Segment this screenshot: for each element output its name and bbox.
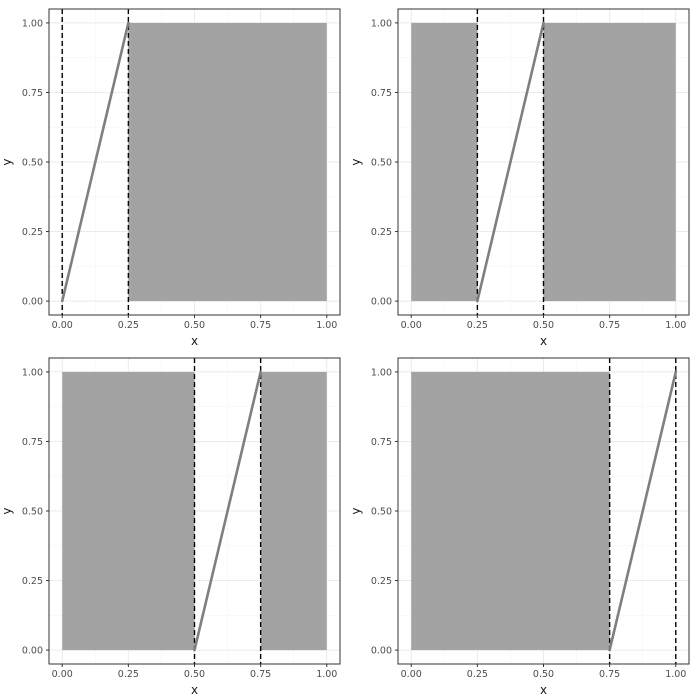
y-tick-label: 0.75 (371, 88, 392, 99)
y-tick-label: 1.00 (371, 18, 392, 29)
series-line (608, 370, 678, 652)
y-tick-label: 0.25 (22, 227, 43, 238)
x-tick-label: 0.00 (401, 320, 422, 331)
x-axis-title: x (191, 334, 198, 348)
series-line (476, 21, 545, 303)
x-tick-label: 1.00 (665, 320, 686, 331)
x-axis-title: x (540, 334, 547, 348)
shaded-region-1 (411, 22, 478, 302)
y-axis-title: y (349, 507, 363, 514)
plot-panel-1: 0.00 0.25 0.50 0.75 1.00 0.00 0.25 0.50 0.75 1.00… (0, 8, 341, 348)
x-tick-label: 0.25 (118, 669, 139, 680)
shaded-region-1 (411, 371, 610, 651)
y-tick-label: 0.50 (22, 507, 43, 518)
x-tick-label: 0.00 (52, 669, 73, 680)
y-tick-label: 0.25 (371, 576, 392, 587)
plot-panel-2: 0.00 0.25 0.50 0.75 1.00 0.00 0.25 0.50 0.75 1.00… (349, 8, 690, 348)
shaded-region-2 (543, 22, 676, 302)
x-tick-label: 0.25 (467, 669, 488, 680)
x-tick-label: 1.00 (665, 669, 686, 680)
x-tick-label: 0.00 (401, 669, 422, 680)
shaded-region-1 (62, 371, 195, 651)
y-tick-label: 1.00 (22, 18, 43, 29)
x-tick-label: 0.25 (118, 320, 139, 331)
y-tick-label: 0.00 (22, 646, 43, 657)
plot-panel-4: 0.00 0.25 0.50 0.75 1.00 0.00 0.25 0.50 0.75 1.00… (349, 357, 690, 697)
shaded-region-1 (128, 22, 327, 302)
x-tick-label: 0.75 (250, 669, 271, 680)
plot-panel-3: 0.00 0.25 0.50 0.75 1.00 0.00 0.25 0.50 0.75 1.00… (0, 357, 341, 697)
y-tick-label: 0.75 (22, 88, 43, 99)
y-axis-title: y (0, 507, 14, 514)
y-tick-label: 0.75 (22, 437, 43, 448)
y-tick-label: 0.25 (371, 227, 392, 238)
y-axis-title: y (349, 158, 363, 165)
x-tick-label: 0.50 (184, 669, 205, 680)
series-line (193, 370, 262, 652)
shaded-region-2 (260, 371, 327, 651)
x-tick-label: 0.50 (533, 320, 554, 331)
x-tick-label: 0.00 (52, 320, 73, 331)
y-axis-title: y (0, 158, 14, 165)
x-tick-label: 0.25 (467, 320, 488, 331)
y-tick-label: 0.50 (22, 158, 43, 169)
x-axis-title: x (540, 683, 547, 697)
y-tick-label: 0.50 (371, 507, 392, 518)
y-tick-label: 0.50 (371, 158, 392, 169)
x-tick-label: 1.00 (316, 320, 337, 331)
x-tick-label: 1.00 (316, 669, 337, 680)
y-tick-label: 1.00 (22, 367, 43, 378)
x-tick-label: 0.50 (533, 669, 554, 680)
y-tick-label: 0.00 (371, 646, 392, 657)
x-axis-title: x (191, 683, 198, 697)
x-tick-label: 0.75 (250, 320, 271, 331)
y-tick-label: 0.75 (371, 437, 392, 448)
x-tick-label: 0.75 (599, 320, 620, 331)
y-tick-label: 0.00 (371, 297, 392, 308)
y-tick-label: 1.00 (371, 367, 392, 378)
x-tick-label: 0.75 (599, 669, 620, 680)
series-line (60, 21, 130, 303)
y-tick-label: 0.00 (22, 297, 43, 308)
x-tick-label: 0.50 (184, 320, 205, 331)
y-tick-label: 0.25 (22, 576, 43, 587)
